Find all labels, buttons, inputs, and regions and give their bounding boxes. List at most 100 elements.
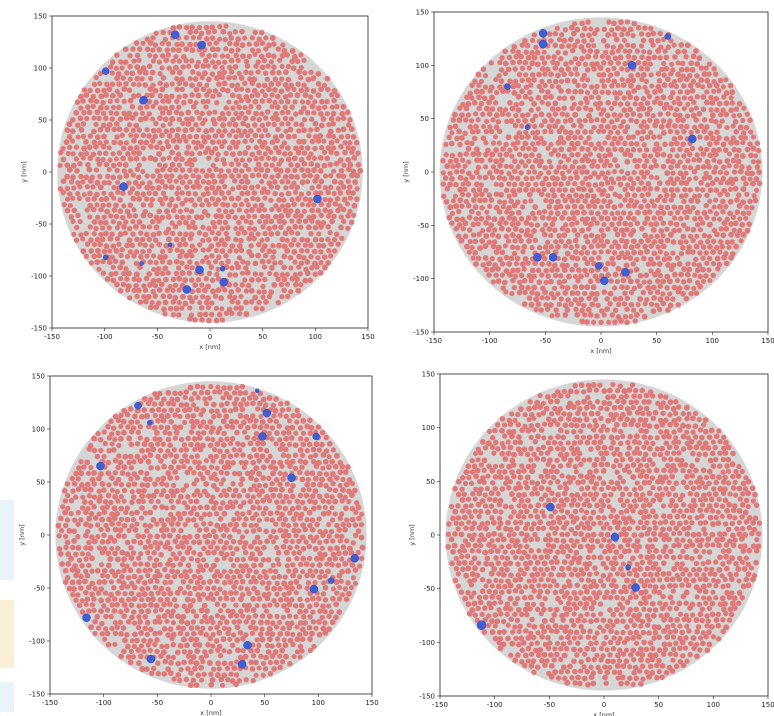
x-tick-label: 0 (602, 701, 606, 709)
x-tick-label: -150 (426, 337, 442, 345)
highlighted-particle (96, 461, 105, 471)
x-tick-label: -50 (540, 337, 551, 345)
left-edge-tint-top (0, 500, 14, 580)
x-tick-label: 0 (209, 699, 213, 707)
y-tick-label: -50 (34, 585, 45, 593)
x-tick-label: 150 (761, 337, 774, 345)
highlighted-particle (548, 253, 558, 262)
highlighted-particle (327, 577, 335, 584)
y-tick-label: -100 (419, 639, 435, 647)
y-tick-label: -50 (424, 585, 435, 593)
x-tick-label: 150 (761, 701, 774, 709)
highlighted-particle (287, 473, 296, 483)
highlighted-particle (610, 532, 620, 542)
highlighted-particle (219, 265, 226, 272)
x-tick-label: -50 (544, 701, 555, 709)
y-tick-label: -150 (413, 329, 429, 337)
highlighted-particle (664, 33, 672, 40)
highlighted-particle (595, 262, 603, 270)
highlighted-particle (147, 419, 153, 426)
highlighted-particle (538, 29, 548, 38)
scatter-panel-3: -150 -100 -50 0 50 100 150 -150 -100 -50 0 50 100 150… (18, 373, 379, 716)
x-tick-label: 50 (654, 701, 663, 709)
highlighted-particle (621, 268, 630, 277)
highlighted-particle (600, 276, 609, 286)
highlighted-particle (631, 583, 640, 592)
particle-packing-texture (55, 383, 366, 689)
highlighted-particle (533, 253, 542, 262)
x-tick-label: 0 (208, 333, 212, 341)
highlighted-particle (254, 388, 260, 394)
highlighted-particle (101, 67, 110, 75)
highlighted-particle (139, 95, 148, 105)
y-tick-label: -150 (31, 325, 47, 333)
y-tick-label: -100 (29, 638, 45, 646)
highlighted-particle (82, 613, 91, 622)
x-tick-label: -50 (152, 333, 163, 341)
y-tick-label: 150 (422, 371, 435, 379)
y-tick-label: 100 (416, 62, 429, 70)
y-tick-label: -150 (419, 693, 435, 701)
highlighted-particle (625, 564, 631, 570)
packing-region (445, 379, 763, 691)
x-tick-label: 50 (652, 337, 661, 345)
y-tick-label: 50 (38, 117, 47, 125)
particle-packing-texture (440, 19, 763, 326)
y-tick-label: 0 (425, 169, 429, 177)
highlighted-particle (309, 584, 319, 594)
y-tick-label: 150 (416, 9, 429, 17)
x-tick-label: 100 (706, 337, 719, 345)
x-axis-label: x [nm] (199, 343, 220, 351)
x-axis-label: x [nm] (590, 347, 611, 355)
left-edge-tint-bottom (0, 682, 14, 712)
x-tick-label: -100 (487, 701, 503, 709)
x-tick-label: -100 (97, 333, 113, 341)
y-tick-label: 100 (34, 65, 47, 73)
y-axis-label: y [nm] (402, 161, 410, 182)
y-tick-label: -100 (413, 275, 429, 283)
highlighted-particle (119, 182, 128, 191)
x-tick-label: 100 (312, 699, 325, 707)
y-tick-label: 0 (431, 532, 435, 540)
highlighted-particle (197, 40, 206, 50)
highlighted-particle (182, 285, 192, 294)
y-axis-label: y [nm] (18, 524, 26, 545)
highlighted-particle (258, 432, 267, 441)
highlighted-particle (524, 124, 531, 130)
x-tick-label: 150 (365, 699, 378, 707)
highlighted-particle (262, 408, 272, 418)
y-axis-label: y [nm] (408, 524, 416, 545)
highlighted-particle (170, 30, 180, 39)
y-tick-label: 100 (32, 426, 45, 434)
x-axis-label: x [nm] (593, 711, 614, 716)
x-tick-label: -100 (482, 337, 498, 345)
y-tick-label: -50 (418, 222, 429, 230)
highlighted-particle (627, 61, 637, 70)
y-tick-label: 100 (422, 424, 435, 432)
y-tick-label: 0 (41, 532, 45, 540)
particle-packing-texture (445, 381, 763, 688)
y-tick-label: -100 (31, 273, 47, 281)
highlighted-particle (688, 134, 697, 144)
x-tick-label: -150 (42, 699, 58, 707)
x-tick-label: 0 (599, 337, 603, 345)
highlighted-particle (546, 502, 555, 512)
x-tick-label: 100 (309, 333, 322, 341)
highlighted-particle (146, 654, 156, 664)
highlighted-particle (195, 265, 204, 275)
y-tick-label: -150 (29, 691, 45, 699)
particle-packing-texture (57, 23, 364, 324)
x-tick-label: 100 (707, 701, 720, 709)
scatter-panel-4: -150 -100 -50 0 50 100 150 -150 -100 -50 0 50 100 150… (408, 371, 774, 716)
scatter-panel-2: -150 -100 -50 0 50 100 150 -150 -100 -50 0 50 100 150… (402, 9, 774, 356)
highlighted-particle (476, 620, 487, 630)
y-tick-label: 150 (34, 13, 47, 21)
highlighted-particle (312, 432, 320, 441)
highlighted-particle (538, 39, 548, 49)
y-tick-label: 50 (426, 478, 435, 486)
x-axis-label: x [nm] (200, 709, 221, 716)
left-edge-tint-middle (0, 600, 14, 668)
highlighted-particle (134, 401, 142, 410)
highlighted-particle (139, 261, 144, 266)
x-tick-label: -150 (432, 701, 448, 709)
